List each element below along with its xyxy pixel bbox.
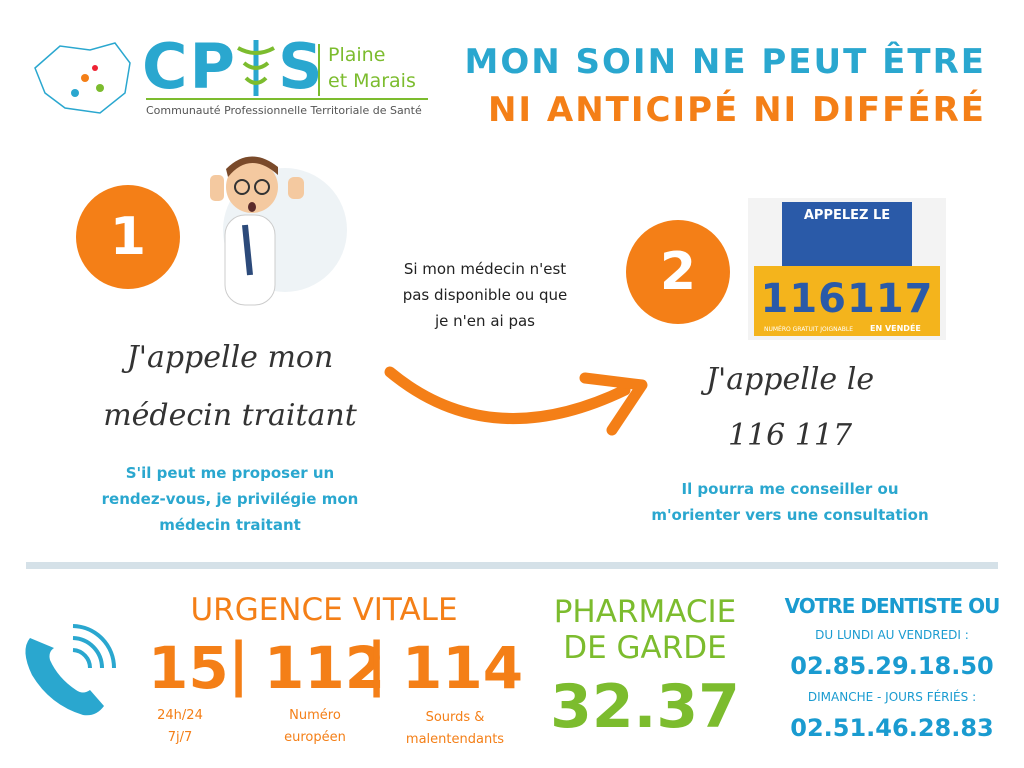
pharmacie-title: DE GARDE: [563, 630, 727, 666]
urgence-number: 15: [148, 634, 229, 702]
pharmacie-number: 32.37: [550, 672, 740, 742]
step-description: médecin traitant: [159, 516, 301, 534]
step-description: Il pourra me conseiller ou: [681, 480, 899, 498]
logo-region: et Marais: [328, 70, 416, 92]
step-heading: médecin traitant: [103, 398, 357, 433]
urgence-separator: |: [228, 630, 250, 698]
logo-divider: [318, 44, 320, 96]
divider: [26, 562, 998, 569]
urgence-note: européen: [284, 730, 346, 745]
step-description: S'il peut me proposer un: [125, 464, 335, 482]
step-heading: J'appelle mon: [126, 340, 334, 375]
dentiste-label: DIMANCHE - JOURS FÉRIÉS :: [807, 690, 977, 704]
urgence-note: Numéro: [289, 708, 341, 723]
dentiste-phone: 02.85.29.18.50: [790, 652, 994, 680]
logo-left: CP: [142, 30, 237, 103]
title: NI ANTICIPÉ NI DIFFÉRÉ: [487, 90, 986, 130]
step-heading: J'appelle le: [705, 362, 875, 397]
logo-right: S: [278, 30, 323, 103]
transition-text: Si mon médecin n'est: [403, 260, 567, 278]
step-description: rendez-vous, je privilégie mon: [101, 490, 359, 508]
sign-board: [754, 266, 940, 336]
map-icon: [34, 42, 131, 114]
logo-region: Plaine: [328, 44, 386, 66]
dentiste-title: VOTRE DENTISTE OU: [784, 594, 1001, 618]
caduceus: [237, 40, 275, 96]
urgence-title: URGENCE VITALE: [190, 592, 458, 628]
sign-region: EN VENDÉE: [870, 324, 921, 333]
urgence-note: 7j/7: [167, 730, 193, 745]
pharmacie-title: PHARMACIE: [553, 594, 737, 630]
urgence-note: 24h/24: [157, 708, 203, 723]
dentiste-phone: 02.51.46.28.83: [790, 714, 994, 742]
sign-small: NUMÉRO GRATUIT JOIGNABLE: [764, 326, 854, 333]
sign-number: 116117: [760, 276, 934, 322]
dentiste-label: DU LUNDI AU VENDREDI :: [815, 628, 969, 642]
urgence-number: 114: [402, 634, 524, 702]
logo-rule: [146, 98, 428, 100]
urgence-separator: |: [366, 630, 388, 698]
step-number: 1: [76, 185, 180, 289]
transition-text: je n'en ai pas: [435, 312, 535, 330]
arrow: [384, 366, 648, 436]
step-number: 2: [626, 220, 730, 324]
doctor-illustration: [210, 156, 347, 306]
sign: APPELEZ LE 116117 NUMÉRO GRATUIT JOIGNAB…: [748, 198, 946, 340]
phone-icon: [25, 624, 116, 716]
title: MON SOIN NE PEUT ÊTRE: [464, 42, 986, 82]
step-heading: 116 117: [727, 418, 853, 453]
step-description: m'orienter vers une consultation: [651, 506, 929, 524]
transition-text: pas disponible ou que: [402, 286, 568, 304]
logo-tagline: Communauté Professionnelle Territoriale …: [146, 104, 422, 117]
urgence-note: Sourds &: [425, 710, 485, 725]
urgence-note: malentendants: [405, 732, 505, 747]
urgence-number: 112: [264, 634, 386, 702]
